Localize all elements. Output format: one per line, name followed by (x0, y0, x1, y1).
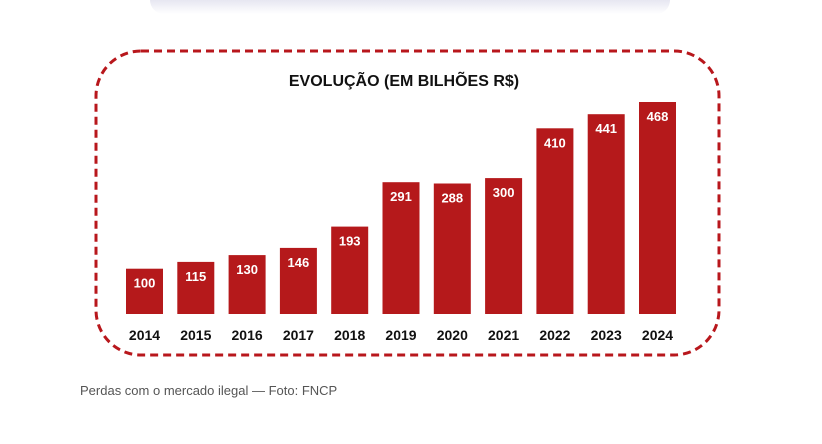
bar-value-label-2023: 441 (595, 121, 617, 136)
bar-value-label-2021: 300 (493, 185, 515, 200)
bar-value-label-2015: 115 (185, 269, 206, 284)
bar-value-label-2017: 146 (288, 255, 310, 270)
x-tick-label-2019: 2019 (385, 327, 416, 343)
x-tick-label-2023: 2023 (591, 327, 622, 343)
x-tick-label-2016: 2016 (232, 327, 263, 343)
bar-2019 (382, 182, 420, 314)
x-tick-label-2022: 2022 (539, 327, 570, 343)
bar-value-label-2022: 410 (544, 135, 566, 150)
bar-2015 (177, 261, 215, 314)
bar-2023 (587, 114, 625, 314)
x-tick-label-2014: 2014 (129, 327, 160, 343)
top-shadow (150, 0, 670, 14)
bar-value-label-2020: 288 (441, 191, 463, 206)
bar-2017 (279, 247, 317, 314)
bar-2016 (228, 255, 266, 314)
bar-2014 (126, 268, 163, 314)
chart-title: EVOLUÇÃO (EM BILHÕES R$) (289, 70, 519, 90)
bar-value-label-2024: 468 (647, 109, 669, 124)
bar-value-label-2016: 130 (236, 262, 258, 277)
bar-2024 (639, 102, 676, 314)
bar-value-label-2019: 291 (390, 189, 412, 204)
x-tick-label-2018: 2018 (334, 327, 365, 343)
bar-value-label-2018: 193 (339, 234, 361, 249)
x-tick-label-2020: 2020 (437, 327, 468, 343)
x-tick-label-2021: 2021 (488, 327, 519, 343)
x-tick-label-2024: 2024 (642, 327, 673, 343)
bar-value-label-2014: 100 (134, 276, 156, 291)
bar-2022 (536, 128, 574, 314)
x-tick-label-2015: 2015 (180, 327, 211, 343)
bar-2021 (485, 178, 523, 314)
chart-frame (94, 49, 721, 357)
bar-2020 (433, 183, 471, 314)
bar-2018 (331, 226, 369, 314)
bars-group: 100 2014 115 2015 130 2016 146 2017 193 2018 291 20… (126, 102, 676, 343)
image-caption: Perdas com o mercado ilegal — Foto: FNCP (80, 383, 338, 398)
x-tick-label-2017: 2017 (283, 327, 314, 343)
